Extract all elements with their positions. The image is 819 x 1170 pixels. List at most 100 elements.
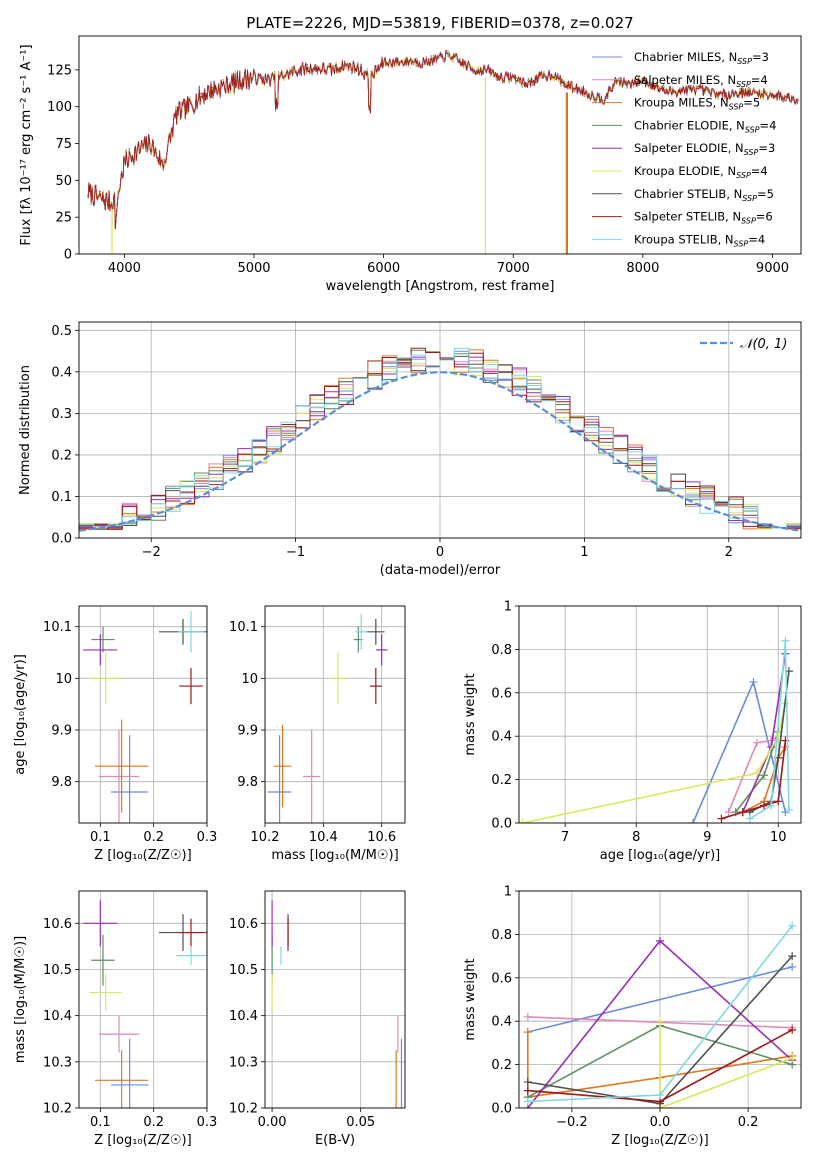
x-tick-label: 8 <box>632 830 640 845</box>
x-tick-label: 0.2 <box>143 1115 164 1130</box>
axes-frame <box>518 605 802 824</box>
y-tick-label: 1 <box>504 600 512 615</box>
x-tick-label: 7 <box>561 830 569 845</box>
plot-area <box>83 611 207 823</box>
y-tick-label: 10 <box>241 672 258 687</box>
y-tick-label: 10.4 <box>229 1009 258 1024</box>
legend-entry-chabrier-stelib: Chabrier STELIB, NSSP=5 <box>634 187 774 203</box>
legend-entry-salpeter-elodie: Salpeter ELODIE, NSSP=3 <box>634 141 775 157</box>
x-tick-label: 10 <box>770 830 787 845</box>
plot-area <box>267 613 388 823</box>
y-tick-label: 10.4 <box>43 1009 72 1024</box>
y-axis-label: mass weight <box>463 958 478 1040</box>
panel-weight-vs-Z: −0.2 0.0 0.2 0.0 0.2 0.4 0.6 0.8 1 Z [log₁₀(Z/Z☉)… <box>463 885 802 1148</box>
y-tick-label: 0.6 <box>491 971 512 986</box>
errorbar-point-kroupa-miles <box>95 1050 149 1108</box>
y-tick-label: 0.2 <box>51 448 72 463</box>
weight-line-salpeter-miles <box>727 735 779 813</box>
weight-marker-kroupa-stelib <box>767 801 776 810</box>
y-tick-label: 10.1 <box>229 620 258 635</box>
y-tick-label: 9.9 <box>51 724 72 739</box>
y-axis-label: age [log₁₀(age/yr)] <box>13 654 28 775</box>
x-tick-label: 5000 <box>237 261 270 276</box>
y-tick-label: 10.2 <box>229 1102 258 1117</box>
y-tick-label: 0.8 <box>491 928 512 943</box>
x-tick-label: 9000 <box>756 261 789 276</box>
weight-marker-kroupa-stelib <box>788 921 797 930</box>
y-tick-label: 0.1 <box>51 490 72 505</box>
x-tick-label: 10.2 <box>251 830 280 845</box>
x-tick-label: 10.4 <box>309 830 338 845</box>
y-tick-label: 125 <box>47 63 72 78</box>
legend-entry-normal: 𝒩(0, 1) <box>740 337 787 352</box>
legend-entry-chabrier-miles: Chabrier MILES, NSSP=3 <box>634 50 769 66</box>
y-tick-label: 10 <box>55 672 72 687</box>
plot-area <box>271 900 403 1108</box>
weight-line-kroupa-elodie <box>659 1021 793 1108</box>
x-tick-label: −2 <box>142 545 161 560</box>
weight-marker-kroupa-stelib <box>781 636 790 645</box>
y-tick-label: 10.6 <box>43 917 72 932</box>
chart-title: PLATE=2226, MJD=53819, FIBERID=0378, z=0… <box>246 14 633 32</box>
plot-area <box>83 900 207 1108</box>
x-tick-label: 9 <box>703 830 711 845</box>
weight-marker-kroupa-stelib <box>523 1097 532 1106</box>
x-tick-label: 0.0 <box>650 1115 671 1130</box>
weight-line-kroupa-stelib <box>749 640 790 820</box>
errorbar-point-chabrier-elodie <box>91 626 115 653</box>
y-tick-label: 25 <box>55 211 72 226</box>
weight-marker-chabrier-stelib <box>788 952 797 961</box>
errorbar-point-salpeter-miles <box>98 730 140 823</box>
legend-entry-kroupa-elodie: Kroupa ELODIE, NSSP=4 <box>634 164 768 180</box>
errorbar-point-kroupa-stelib <box>355 613 368 650</box>
y-tick-label: 10.5 <box>229 963 258 978</box>
legend-entry-salpeter-miles: Salpeter MILES, NSSP=4 <box>634 73 768 89</box>
errorbar-point-salpeter-elodie <box>83 900 118 947</box>
axes-frame <box>78 890 208 1109</box>
errorbar-point-salpeter-elodie <box>375 634 388 666</box>
weight-marker-kroupa-stelib <box>784 805 793 814</box>
y-tick-label: 10.5 <box>43 963 72 978</box>
spectrum-line-salpeter-stelib <box>87 50 799 230</box>
y-tick-label: 0.8 <box>491 643 512 658</box>
panel-age-vs-mass: 10.2 10.4 10.6 9.8 9.9 10 10.1 mass [log₁₀(M/M☉… <box>229 605 406 863</box>
y-tick-label: 0.4 <box>491 730 512 745</box>
y-tick-label: 50 <box>55 174 72 189</box>
weight-marker-salpeter-stelib <box>717 814 726 823</box>
y-tick-label: 0.3 <box>51 407 72 422</box>
normal-curve <box>79 371 799 532</box>
x-axis-label: Z [log₁₀(Z/Z☉)] <box>94 848 191 863</box>
x-axis-label: E(B-V) <box>315 1133 355 1148</box>
legend-entry-kroupa-miles: Kroupa MILES, NSSP=5 <box>634 96 760 112</box>
x-tick-label: 6000 <box>367 261 400 276</box>
y-tick-label: 0.4 <box>51 365 72 380</box>
y-axis-label: Normed distribution <box>18 365 33 495</box>
weight-marker-salpeter-stelib <box>788 1025 797 1034</box>
panel-age-vs-Z: 0.1 0.2 0.3 9.8 9.9 10 10.1 Z [log₁₀(Z/Z☉)] age … <box>13 605 218 863</box>
weight-marker-salpeter-stelib <box>760 801 769 810</box>
errorbar-point-kroupa-stelib <box>176 946 206 965</box>
x-tick-label: 0.3 <box>197 830 218 845</box>
panel-weight-vs-age: 7 8 9 10 0.0 0.2 0.4 0.6 0.8 1 age [log₁₀(age/yr)]… <box>463 600 802 863</box>
plot-area <box>79 347 801 532</box>
errorbar-point-salpeter-miles <box>98 1015 140 1053</box>
x-tick-label: 0.2 <box>738 1115 759 1130</box>
plot-area <box>87 49 799 254</box>
panel-mass-vs-Z: 0.1 0.2 0.3 10.2 10.3 10.4 10.5 10.6 Z [log₁₀(Z/… <box>13 890 217 1148</box>
weight-marker-kroupa-elodie <box>519 819 527 823</box>
weight-marker-kroupa-elodie <box>752 769 761 778</box>
weight-marker-salpeter-miles <box>523 1012 532 1021</box>
weight-marker-salpeter-stelib <box>523 1086 532 1095</box>
weight-line-kroupa-elodie <box>522 703 787 823</box>
x-tick-label: −1 <box>286 545 305 560</box>
panel-mass-vs-EBV: 0.00 0.05 10.2 10.3 10.4 10.5 10.6 E(B-V) <box>229 890 406 1148</box>
x-tick-label: 0.2 <box>143 830 164 845</box>
x-axis-label: (data-model)/error <box>380 563 501 578</box>
errorbar-point-kroupa-elodie <box>89 652 122 705</box>
weight-marker-kroupa-stelib <box>656 1090 664 1099</box>
errorbar-point-kroupa-miles <box>273 724 292 808</box>
x-tick-label: 10.6 <box>367 830 396 845</box>
weight-marker-chabrier-elodie <box>760 771 769 780</box>
y-tick-label: 9.8 <box>237 775 258 790</box>
